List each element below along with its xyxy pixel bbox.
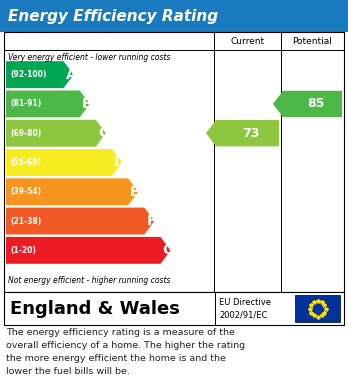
Text: (21-38): (21-38)	[10, 217, 41, 226]
Bar	[4, 292, 344, 325]
Polygon shape	[6, 120, 106, 147]
Polygon shape	[6, 237, 171, 264]
Text: A: A	[65, 68, 76, 82]
Text: Energy Efficiency Rating: Energy Efficiency Rating	[8, 9, 218, 23]
Text: 73: 73	[242, 127, 259, 140]
Text: D: D	[114, 156, 126, 170]
Text: Potential: Potential	[293, 36, 332, 45]
Bar	[295, 295, 340, 322]
Text: Current: Current	[230, 36, 264, 45]
Polygon shape	[6, 149, 122, 176]
Text: E: E	[130, 185, 140, 199]
Text: G: G	[163, 243, 174, 257]
Polygon shape	[6, 178, 138, 205]
Text: (92-100): (92-100)	[10, 70, 46, 79]
Text: Very energy efficient - lower running costs: Very energy efficient - lower running co…	[8, 53, 171, 62]
Text: C: C	[98, 126, 108, 140]
Polygon shape	[6, 208, 155, 235]
Text: EU Directive
2002/91/EC: EU Directive 2002/91/EC	[219, 298, 271, 319]
Text: F: F	[147, 214, 156, 228]
Polygon shape	[273, 91, 342, 117]
Bar	[0, 0, 348, 32]
Text: (55-68): (55-68)	[10, 158, 41, 167]
Text: B: B	[82, 97, 92, 111]
Polygon shape	[6, 61, 73, 88]
Text: England & Wales: England & Wales	[10, 300, 180, 317]
Text: Not energy efficient - higher running costs: Not energy efficient - higher running co…	[8, 276, 171, 285]
Bar	[4, 32, 344, 292]
Text: 85: 85	[307, 97, 324, 110]
Text: (1-20): (1-20)	[10, 246, 36, 255]
Text: (39-54): (39-54)	[10, 187, 41, 196]
Polygon shape	[206, 120, 279, 146]
Text: (69-80): (69-80)	[10, 129, 41, 138]
Text: (81-91): (81-91)	[10, 99, 41, 108]
Polygon shape	[6, 90, 90, 117]
Text: The energy efficiency rating is a measure of the
overall efficiency of a home. T: The energy efficiency rating is a measur…	[6, 328, 245, 375]
